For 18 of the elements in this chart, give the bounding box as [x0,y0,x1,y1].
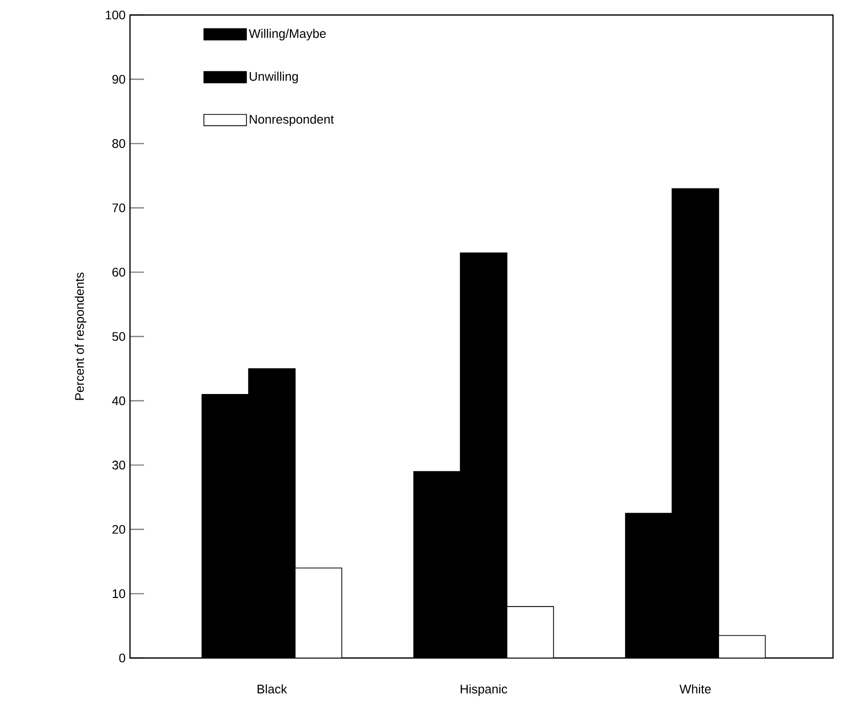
y-tick-label: 90 [112,74,126,84]
y-axis-title: Percent of respondents [74,272,86,400]
legend-label: Willing/Maybe [248,28,326,40]
y-tick-label: 60 [112,268,126,277]
y-tick-label: 70 [112,203,126,212]
legend-label: Unwilling [250,72,298,84]
legend-label: Nonrespondent [250,114,334,126]
x-tick-label: Hispanic [460,684,508,696]
x-tick-label: White [680,684,711,694]
y-tick-label: 50 [112,332,126,341]
y-tick-label: 100 [106,10,126,20]
y-tick-label: 40 [112,396,126,406]
y-tick-label: 10 [112,589,126,598]
y-tick-label: 30 [112,460,126,470]
y-tick-label: 80 [112,139,126,148]
y-tick-label: 20 [112,524,126,534]
y-tick-label: 0 [119,654,126,662]
x-tick-label: Black [258,684,288,694]
